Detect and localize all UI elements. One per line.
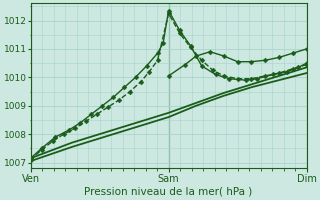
X-axis label: Pression niveau de la mer( hPa ): Pression niveau de la mer( hPa ) (84, 187, 253, 197)
